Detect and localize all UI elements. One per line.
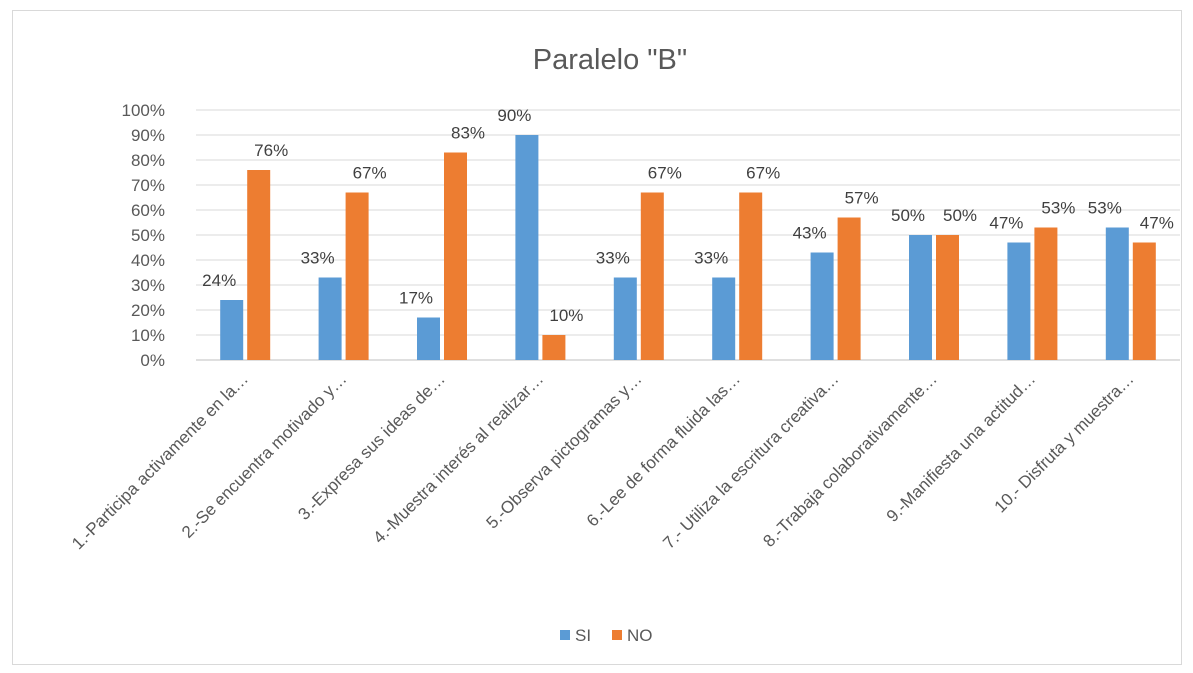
bar-no: [345, 192, 369, 360]
data-label: 83%: [451, 124, 485, 143]
bar-no: [837, 217, 861, 360]
data-label: 24%: [202, 271, 236, 290]
legend: SI NO: [560, 626, 653, 645]
bar-no: [1132, 242, 1156, 360]
y-tick-label: 80%: [131, 151, 165, 170]
y-tick-label: 90%: [131, 126, 165, 145]
data-label: 67%: [648, 164, 682, 183]
data-label: 67%: [353, 164, 387, 183]
data-label: 10%: [549, 306, 583, 325]
data-label: 17%: [399, 289, 433, 308]
data-label: 33%: [694, 249, 728, 268]
data-label: 67%: [746, 164, 780, 183]
y-tick-label: 60%: [131, 201, 165, 220]
bar-si: [613, 277, 637, 360]
data-label: 43%: [793, 224, 827, 243]
data-label: 76%: [254, 141, 288, 160]
bar-si: [909, 235, 932, 360]
bar-no: [542, 335, 566, 360]
data-labels: 24% 76% 33% 67% 17% 83% 90% 10% 33% 67% 33% 67% 43% 5…: [202, 106, 1174, 325]
data-label: 47%: [1140, 214, 1174, 233]
bar-si: [810, 252, 834, 360]
bar-si: [1007, 242, 1031, 360]
legend-swatch: [612, 630, 622, 640]
bar-si: [1105, 227, 1129, 360]
bar-no: [739, 192, 763, 360]
legend-swatch: [560, 630, 570, 640]
y-tick-label: 100%: [122, 101, 165, 120]
legend-label: SI: [575, 626, 591, 645]
y-axis: 0% 10% 20% 30% 40% 50% 60% 70% 80% 90% 100%: [122, 101, 165, 370]
x-axis: 1.-Participa activamente en la…2.-Se enc…: [68, 369, 1137, 553]
y-tick-label: 30%: [131, 276, 165, 295]
chart-area: [12, 10, 1182, 665]
x-tick-label: 2.-Se encuentra motivado y…: [178, 369, 350, 541]
y-tick-label: 40%: [131, 251, 165, 270]
bar-no: [1034, 227, 1058, 360]
x-tick-label: 7.- Utiliza la escritura creativa…: [659, 369, 842, 552]
chart-title: Paralelo "B": [533, 44, 687, 76]
legend-label: NO: [627, 626, 653, 645]
bar-si: [318, 277, 342, 360]
x-tick-label: 1.-Participa activamente en la…: [68, 369, 252, 553]
data-label: 47%: [989, 214, 1023, 233]
x-tick-label: 4.-Muestra interés al realizar…: [369, 369, 547, 547]
y-tick-label: 50%: [131, 226, 165, 245]
x-tick-label: 8.-Trabaja colaborativamente…: [759, 369, 940, 550]
data-label: 90%: [497, 106, 531, 125]
y-tick-label: 0%: [140, 351, 165, 370]
bar-no: [247, 170, 271, 360]
bar-si: [712, 277, 736, 360]
data-label: 50%: [943, 206, 977, 225]
bar-no: [936, 235, 959, 360]
x-tick-label: 5.-Observa pictogramas y…: [483, 369, 646, 532]
bars: [220, 135, 1156, 360]
gridlines: [196, 109, 1180, 361]
data-label: 50%: [891, 206, 925, 225]
data-label: 53%: [1041, 199, 1075, 218]
data-label: 33%: [301, 249, 335, 268]
y-tick-label: 10%: [131, 326, 165, 345]
bar-si: [220, 300, 244, 360]
data-label: 53%: [1088, 199, 1122, 218]
bar-no: [444, 152, 467, 360]
bar-no: [640, 192, 664, 360]
y-tick-label: 20%: [131, 301, 165, 320]
data-label: 57%: [845, 189, 879, 208]
bar-si: [417, 317, 440, 360]
data-label: 33%: [596, 249, 630, 268]
y-tick-label: 70%: [131, 176, 165, 195]
bar-si: [515, 135, 539, 360]
